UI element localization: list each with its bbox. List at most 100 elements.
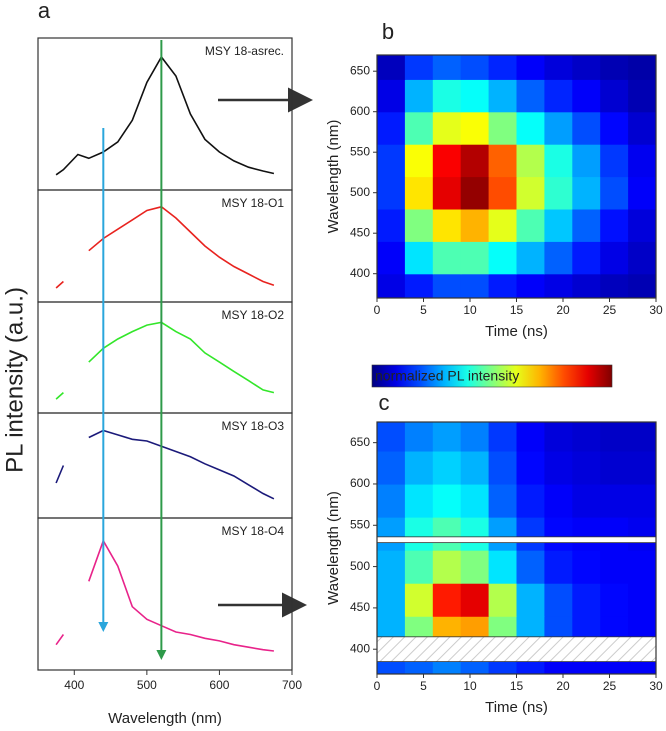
y-tick-label: 400 bbox=[350, 641, 370, 655]
panel-label: c bbox=[379, 390, 390, 415]
x-tick-label: 500 bbox=[137, 678, 157, 692]
heat-cell bbox=[572, 450, 601, 485]
x-tick-label: 30 bbox=[649, 303, 663, 317]
data-gap bbox=[377, 536, 656, 544]
heat-cell bbox=[377, 550, 406, 584]
y-tick-label: 600 bbox=[350, 104, 370, 118]
heat-cell bbox=[404, 550, 434, 584]
heat-cell bbox=[544, 583, 573, 617]
series-label: MSY 18-O1 bbox=[222, 196, 285, 210]
heat-cell bbox=[432, 176, 462, 210]
heat-cell bbox=[460, 208, 490, 242]
heat-cell bbox=[432, 55, 462, 80]
subpanel-frame bbox=[37, 517, 293, 671]
heat-cell bbox=[460, 483, 490, 518]
heat-cell bbox=[488, 422, 518, 452]
x-tick-label: 5 bbox=[420, 303, 427, 317]
heat-cell bbox=[544, 111, 573, 145]
heat-cell bbox=[460, 273, 490, 298]
heat-cell bbox=[544, 517, 573, 551]
heat-cell bbox=[628, 517, 656, 551]
heat-cell bbox=[516, 422, 545, 452]
heat-cell bbox=[572, 483, 601, 518]
heat-cell bbox=[404, 241, 434, 275]
heat-cell bbox=[432, 583, 462, 617]
series-label: MSY 18-O3 bbox=[222, 419, 285, 433]
heat-cell bbox=[432, 517, 462, 551]
heat-cell bbox=[404, 450, 434, 485]
colorbar-label: normalized PL intensity bbox=[375, 368, 519, 384]
heat-cell bbox=[404, 483, 434, 518]
heat-cell bbox=[432, 450, 462, 485]
y-tick-label: 650 bbox=[350, 63, 370, 77]
heat-cell bbox=[516, 241, 545, 275]
heat-cell bbox=[600, 241, 629, 275]
heat-cell bbox=[488, 55, 518, 80]
x-tick-label: 15 bbox=[510, 303, 524, 317]
heat-cell bbox=[404, 176, 434, 210]
heat-cell bbox=[572, 422, 601, 452]
heat-cell bbox=[516, 208, 545, 242]
heat-cell bbox=[460, 550, 490, 584]
heat-cell bbox=[544, 144, 573, 178]
heat-cell bbox=[488, 208, 518, 242]
heat-cell bbox=[600, 208, 629, 242]
heat-cell bbox=[377, 144, 406, 178]
y-tick-label: 500 bbox=[350, 185, 370, 199]
heat-cell bbox=[628, 111, 656, 145]
x-tick-label: 600 bbox=[209, 678, 229, 692]
x-tick-label: 5 bbox=[420, 679, 427, 693]
panel-label: a bbox=[38, 0, 51, 23]
series-label: MSY 18-O4 bbox=[222, 524, 285, 538]
heat-cell bbox=[572, 208, 601, 242]
heat-cell bbox=[572, 79, 601, 113]
x-tick-label: 700 bbox=[282, 678, 302, 692]
heat-cell bbox=[572, 517, 601, 551]
heat-cell bbox=[404, 273, 434, 298]
heat-cell bbox=[544, 483, 573, 518]
heat-cell bbox=[628, 483, 656, 518]
heat-cell bbox=[628, 208, 656, 242]
x-tick-label: 10 bbox=[463, 303, 477, 317]
heat-cell bbox=[404, 422, 434, 452]
heat-cell bbox=[544, 450, 573, 485]
heat-cell bbox=[488, 550, 518, 584]
panel-label: b bbox=[382, 19, 394, 44]
heat-cell bbox=[516, 273, 545, 298]
heat-cell bbox=[544, 55, 573, 80]
heat-cell bbox=[432, 79, 462, 113]
spectrum-line bbox=[55, 321, 275, 400]
heat-cell bbox=[460, 422, 490, 452]
heat-cell bbox=[572, 241, 601, 275]
heat-cell bbox=[460, 450, 490, 485]
heat-cell bbox=[404, 144, 434, 178]
heat-cell bbox=[377, 483, 406, 518]
x-tick-label: 15 bbox=[510, 679, 524, 693]
heat-cell bbox=[628, 55, 656, 80]
heat-cell bbox=[516, 55, 545, 80]
heat-cell bbox=[460, 55, 490, 80]
heat-cell bbox=[488, 111, 518, 145]
heat-cell bbox=[516, 144, 545, 178]
heat-cell bbox=[460, 176, 490, 210]
x-tick-label: 10 bbox=[463, 679, 477, 693]
x-tick-label: 0 bbox=[374, 303, 381, 317]
heat-cell bbox=[628, 422, 656, 452]
spectrum-line bbox=[55, 538, 274, 652]
heat-cell bbox=[544, 176, 573, 210]
heat-cell bbox=[572, 176, 601, 210]
heat-cell bbox=[628, 144, 656, 178]
heat-cell bbox=[628, 550, 656, 584]
heat-cell bbox=[600, 422, 629, 452]
heat-cell bbox=[460, 144, 490, 178]
heat-cell bbox=[572, 111, 601, 145]
heat-cell bbox=[516, 450, 545, 485]
heatmap-cells bbox=[377, 422, 656, 674]
spectrum-line bbox=[55, 205, 275, 289]
heat-cell bbox=[600, 550, 629, 584]
heat-cell bbox=[600, 483, 629, 518]
y-tick-label: 450 bbox=[350, 225, 370, 239]
heat-cell bbox=[404, 583, 434, 617]
x-tick-label: 25 bbox=[603, 303, 617, 317]
